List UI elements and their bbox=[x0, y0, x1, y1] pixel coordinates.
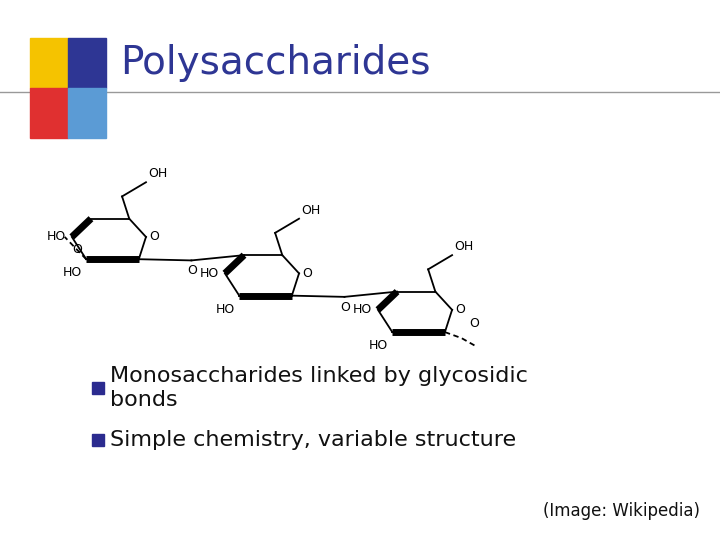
Text: HO: HO bbox=[369, 339, 389, 353]
Text: (Image: Wikipedia): (Image: Wikipedia) bbox=[543, 502, 700, 520]
Bar bbox=[68, 88, 106, 138]
Text: OH: OH bbox=[148, 167, 168, 180]
Text: O: O bbox=[149, 231, 159, 244]
Text: O: O bbox=[469, 317, 479, 330]
Bar bbox=[92, 434, 104, 446]
Text: Monosaccharides linked by glycosidic
bonds: Monosaccharides linked by glycosidic bon… bbox=[110, 367, 528, 410]
Bar bbox=[68, 38, 106, 88]
Text: Polysaccharides: Polysaccharides bbox=[120, 44, 431, 82]
Text: OH: OH bbox=[302, 204, 320, 217]
Text: HO: HO bbox=[47, 231, 66, 244]
Bar bbox=[30, 88, 68, 138]
Text: HO: HO bbox=[216, 303, 235, 316]
Text: HO: HO bbox=[200, 267, 219, 280]
Text: O: O bbox=[341, 301, 351, 314]
Text: O: O bbox=[302, 267, 312, 280]
Text: HO: HO bbox=[353, 303, 372, 316]
Bar bbox=[92, 382, 104, 394]
Text: O: O bbox=[73, 242, 82, 255]
Text: OH: OH bbox=[454, 240, 474, 253]
Text: HO: HO bbox=[63, 267, 82, 280]
Bar bbox=[30, 38, 68, 88]
Text: O: O bbox=[456, 303, 465, 316]
Text: O: O bbox=[187, 265, 197, 278]
Text: Simple chemistry, variable structure: Simple chemistry, variable structure bbox=[110, 430, 516, 450]
